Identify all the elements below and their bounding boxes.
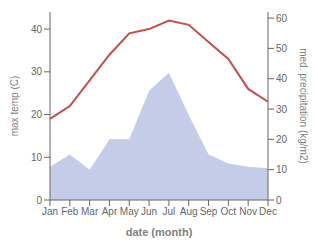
svg-text:date (month): date (month): [126, 226, 193, 238]
svg-text:Jun: Jun: [141, 206, 157, 217]
svg-text:40: 40: [276, 73, 288, 84]
svg-text:10: 10: [31, 152, 43, 163]
svg-text:20: 20: [31, 109, 43, 120]
svg-text:May: May: [120, 206, 139, 217]
svg-text:med. precipitation (kg/m2): med. precipitation (kg/m2): [298, 48, 309, 164]
svg-text:0: 0: [36, 195, 42, 206]
svg-text:Nov: Nov: [239, 206, 257, 217]
svg-text:Jul: Jul: [163, 206, 176, 217]
svg-text:Mar: Mar: [81, 206, 99, 217]
svg-text:Oct: Oct: [221, 206, 237, 217]
svg-text:30: 30: [276, 104, 288, 115]
svg-text:20: 20: [276, 134, 288, 145]
svg-text:Feb: Feb: [61, 206, 79, 217]
svg-text:max temp (C): max temp (C): [9, 76, 20, 137]
svg-text:60: 60: [276, 13, 288, 24]
svg-text:Jan: Jan: [42, 206, 58, 217]
svg-text:50: 50: [276, 43, 288, 54]
svg-text:30: 30: [31, 66, 43, 77]
svg-text:40: 40: [31, 24, 43, 35]
svg-text:Sep: Sep: [200, 206, 218, 217]
svg-text:10: 10: [276, 164, 288, 175]
svg-text:Apr: Apr: [102, 206, 118, 217]
svg-text:Aug: Aug: [180, 206, 198, 217]
svg-text:0: 0: [276, 195, 282, 206]
svg-text:Dec: Dec: [259, 206, 277, 217]
